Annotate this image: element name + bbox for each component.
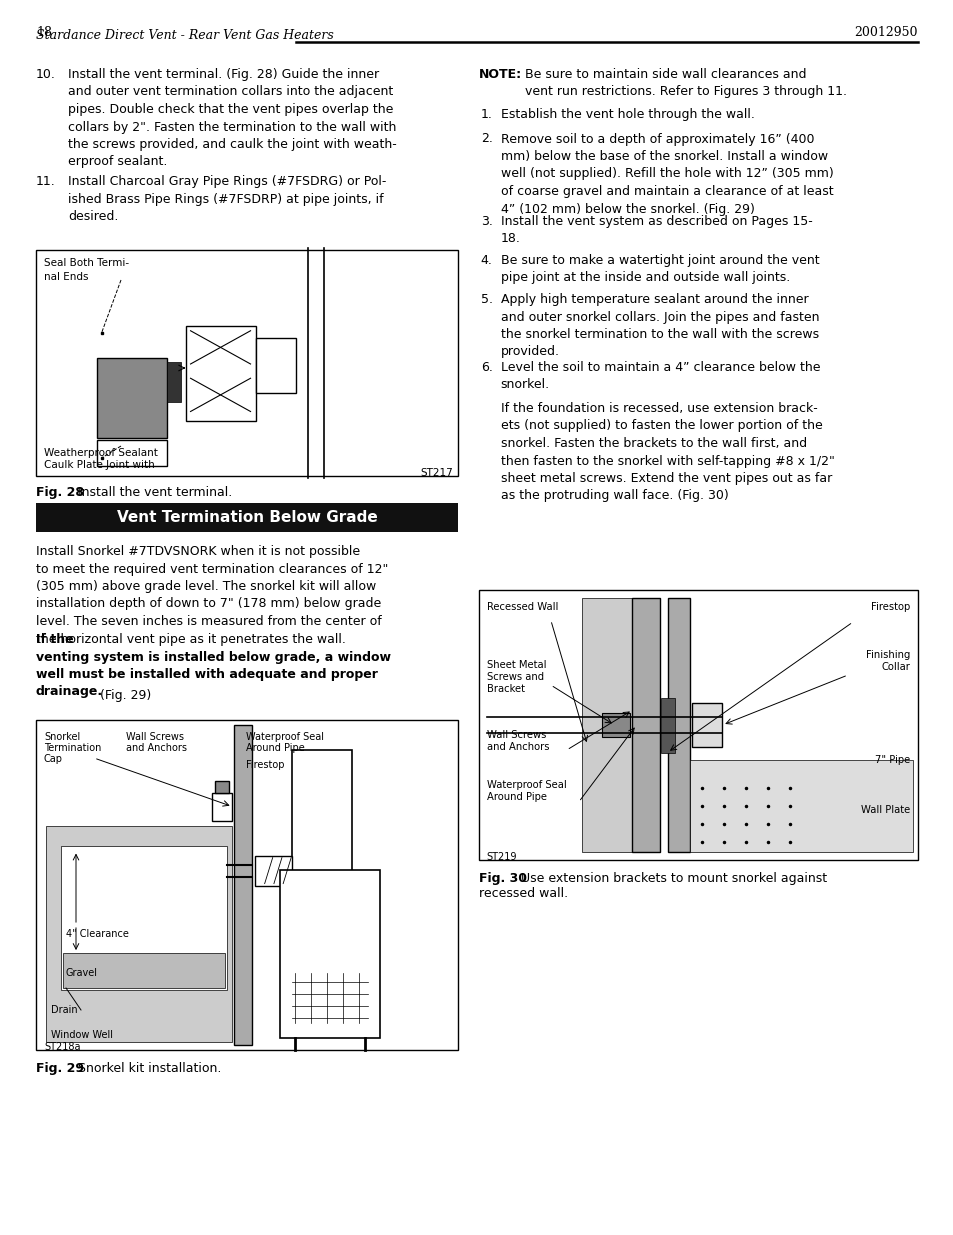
Bar (582, 598, 659, 852)
Text: 18: 18 (36, 26, 52, 38)
Text: Install the vent terminal. (Fig. 28) Guide the inner
and outer vent termination : Install the vent terminal. (Fig. 28) Gui… (68, 68, 396, 168)
Text: Caulk Plate Joint with: Caulk Plate Joint with (44, 459, 154, 471)
Text: Install the vent system as described on Pages 15-
18.: Install the vent system as described on … (500, 215, 812, 246)
Bar (602, 713, 630, 737)
Bar (660, 698, 675, 752)
Text: 3.: 3. (480, 215, 492, 228)
Text: Around Pipe: Around Pipe (246, 743, 304, 753)
Text: 11.: 11. (36, 175, 55, 188)
Text: Finishing: Finishing (864, 650, 909, 659)
Bar (36, 503, 457, 532)
Text: 4" Clearance: 4" Clearance (66, 929, 129, 939)
Text: Around Pipe: Around Pipe (486, 792, 546, 802)
Text: and Anchors: and Anchors (486, 742, 549, 752)
Bar (255, 338, 295, 393)
Text: Termination: Termination (44, 743, 101, 753)
Text: 10.: 10. (36, 68, 56, 82)
Text: Use extension brackets to mount snorkel against: Use extension brackets to mount snorkel … (520, 872, 826, 885)
Bar (61, 846, 227, 990)
Text: Waterproof Seal: Waterproof Seal (486, 781, 566, 790)
Bar (167, 362, 180, 403)
Text: Recessed Wall: Recessed Wall (486, 601, 558, 613)
Bar (96, 358, 167, 438)
Bar (632, 598, 659, 852)
Text: Snorkel: Snorkel (44, 732, 80, 742)
Text: If the
venting system is installed below grade, a window
well must be installed : If the venting system is installed below… (36, 634, 391, 699)
Text: Level the soil to maintain a 4” clearance below the
snorkel.: Level the soil to maintain a 4” clearanc… (500, 361, 820, 391)
Bar (36, 720, 457, 1050)
Text: Firestop: Firestop (246, 760, 284, 769)
Bar (668, 598, 690, 852)
Bar (234, 725, 253, 1045)
Text: ST217: ST217 (420, 468, 453, 478)
Text: If the foundation is recessed, use extension brack-
ets (not supplied) to fasten: If the foundation is recessed, use exten… (500, 403, 834, 503)
Text: 5.: 5. (480, 293, 493, 306)
Text: Wall Screws: Wall Screws (486, 730, 545, 740)
Text: Waterproof Seal: Waterproof Seal (246, 732, 324, 742)
Text: ST218a: ST218a (44, 1042, 80, 1052)
Bar (280, 869, 380, 1037)
Bar (185, 326, 255, 421)
Text: ST219: ST219 (486, 852, 517, 862)
Text: Install the vent terminal.: Install the vent terminal. (78, 487, 232, 499)
Text: Firestop: Firestop (870, 601, 909, 613)
Text: and Anchors: and Anchors (126, 743, 187, 753)
Text: 1.: 1. (480, 107, 492, 121)
Text: Be sure to make a watertight joint around the vent
pipe joint at the inside and : Be sure to make a watertight joint aroun… (500, 254, 819, 284)
Text: 2.: 2. (480, 132, 492, 146)
Text: Weatherproof Sealant: Weatherproof Sealant (44, 448, 157, 458)
Text: Sheet Metal: Sheet Metal (486, 659, 546, 671)
Bar (215, 781, 229, 793)
Text: Drain: Drain (51, 1005, 77, 1015)
Text: Apply high temperature sealant around the inner
and outer snorkel collars. Join : Apply high temperature sealant around th… (500, 293, 819, 358)
Text: Gravel: Gravel (66, 967, 98, 977)
Text: 7" Pipe: 7" Pipe (874, 755, 909, 764)
Bar (293, 750, 352, 930)
Text: Fig. 29: Fig. 29 (36, 1062, 84, 1074)
Text: Snorkel kit installation.: Snorkel kit installation. (78, 1062, 221, 1074)
Text: Fig. 30: Fig. 30 (478, 872, 526, 885)
Text: Wall Screws: Wall Screws (126, 732, 184, 742)
Text: Remove soil to a depth of approximately 16” (400
mm) below the base of the snork: Remove soil to a depth of approximately … (500, 132, 833, 215)
Text: Vent Termination Below Grade: Vent Termination Below Grade (116, 510, 377, 525)
Text: Fig. 28: Fig. 28 (36, 487, 84, 499)
Text: 4.: 4. (480, 254, 492, 267)
Text: Bracket: Bracket (486, 684, 524, 694)
Text: Window Well: Window Well (51, 1030, 112, 1040)
Text: recessed wall.: recessed wall. (478, 887, 567, 900)
Bar (255, 856, 293, 885)
Text: Stardance Direct Vent - Rear Vent Gas Heaters: Stardance Direct Vent - Rear Vent Gas He… (36, 28, 334, 42)
Text: Establish the vent hole through the wall.: Establish the vent hole through the wall… (500, 107, 754, 121)
Bar (96, 440, 167, 466)
Bar (213, 793, 233, 820)
Text: Install Charcoal Gray Pipe Rings (#7FSDRG) or Pol-
ished Brass Pipe Rings (#7FSD: Install Charcoal Gray Pipe Rings (#7FSDR… (68, 175, 386, 224)
Text: NOTE:: NOTE: (478, 68, 521, 82)
Text: Be sure to maintain side wall clearances and
vent run restrictions. Refer to Fig: Be sure to maintain side wall clearances… (524, 68, 846, 99)
Bar (692, 703, 721, 747)
Text: nal Ends: nal Ends (44, 272, 89, 282)
Text: Collar: Collar (881, 662, 909, 672)
Bar (478, 590, 917, 860)
Bar (690, 760, 912, 852)
Text: Cap: Cap (44, 755, 63, 764)
Bar (36, 249, 457, 475)
Bar (63, 953, 225, 988)
Text: 20012950: 20012950 (854, 26, 917, 38)
Text: 6.: 6. (480, 361, 492, 374)
Bar (46, 826, 233, 1042)
Text: Screws and: Screws and (486, 672, 543, 682)
Text: Install Snorkel #7TDVSNORK when it is not possible
to meet the required vent ter: Install Snorkel #7TDVSNORK when it is no… (36, 545, 388, 646)
Text: Seal Both Termi-: Seal Both Termi- (44, 258, 129, 268)
Text: (Fig. 29): (Fig. 29) (96, 689, 152, 701)
Text: Wall Plate: Wall Plate (860, 805, 909, 815)
